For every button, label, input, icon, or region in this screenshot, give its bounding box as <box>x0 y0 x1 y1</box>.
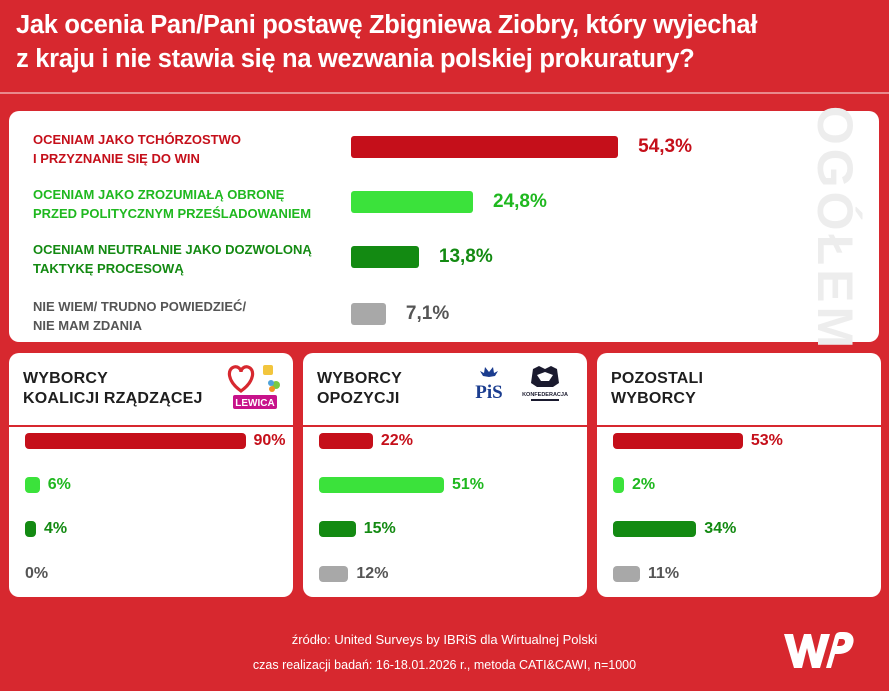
flower-logo-square <box>263 365 273 375</box>
overall-bar-value: 13,8% <box>438 246 493 267</box>
wp-logo-text: WP <box>780 628 782 629</box>
overall-bar <box>351 246 419 268</box>
konfederacja-logo-text: KONFEDERACJA <box>522 392 568 398</box>
overall-bar <box>351 136 619 158</box>
overall-bar-value: 7,1% <box>405 303 450 324</box>
group-bar-value: 6% <box>47 476 71 493</box>
pis-eagle-logo <box>480 367 498 377</box>
survey-question-title: Jak ocenia Pan/Pani postawę Zbigniewa Zi… <box>16 11 758 73</box>
pis-logo-text: PiS <box>475 382 502 403</box>
opposition-parties-logo: PiS KONFEDERACJA <box>467 363 579 414</box>
opposition-title: WYBORCY OPOZYCJI <box>317 370 402 407</box>
group-bar <box>613 521 697 537</box>
overall-category-label: OCENIAM JAKO ZROZUMIAŁĄ OBRONĘ PRZED POL… <box>33 187 312 221</box>
group-bar-value: 4% <box>44 520 68 537</box>
overall-bar <box>351 191 474 213</box>
group-bar <box>613 566 640 582</box>
group-bar-value: 53% <box>750 432 783 449</box>
coalition-parties-logo: LEWICA <box>223 359 287 420</box>
overall-category-label: OCENIAM NEUTRALNIE JAKO DOZWOLONĄ TAKTYK… <box>33 242 312 276</box>
overall-side-label-text: OGÓŁEM <box>807 105 863 353</box>
overall-category-label: OCENIAM JAKO TCHÓRZOSTWO I PRZYZNANIE SI… <box>33 132 241 166</box>
overall-side-label: OGÓŁEM <box>805 106 865 352</box>
ruling-coalition-divider <box>9 425 293 427</box>
group-bar-value: 12% <box>356 565 389 582</box>
group-bar-value: 34% <box>704 520 737 537</box>
title-divider <box>0 92 889 94</box>
group-bar <box>613 477 624 493</box>
methodology-note: czas realizacji badań: 16-18.01.2026 r.,… <box>252 658 637 672</box>
opposition-card: WYBORCY OPOZYCJI PiS KONFEDERACJA 22% 51%… <box>303 353 587 597</box>
overall-results-card: OGÓŁEM OCENIAM JAKO TCHÓRZOSTWO I PRZYZN… <box>9 106 879 352</box>
group-bar-value: 2% <box>632 476 656 493</box>
group-bar-value: 15% <box>363 520 396 537</box>
group-bar-value: 0% <box>25 565 49 582</box>
source-note: źródło: United Surveys by IBRiS dla Wirt… <box>291 632 598 647</box>
group-bar <box>319 433 373 449</box>
opposition-divider <box>303 425 587 427</box>
group-bar-value: 51% <box>451 476 484 493</box>
overall-category-label: NIE WIEM/ TRUDNO POWIEDZIEĆ/ NIE MAM ZDA… <box>33 299 247 333</box>
lewica-logo-text: LEWICA <box>235 398 274 409</box>
group-bar <box>25 433 246 449</box>
other-voters-card: POZOSTALI WYBORCY 53% 2% 34% 11% <box>597 353 881 597</box>
group-bar <box>319 477 444 493</box>
lewica-logo <box>233 395 277 409</box>
group-bar <box>25 521 36 537</box>
ruling-coalition-card: WYBORCY KOALICJI RZĄDZĄCEJ LEWICA 90% 6% 4… <box>9 353 293 597</box>
group-bar <box>613 433 743 449</box>
other-voters-divider <box>597 425 881 427</box>
overall-bar-value: 54,3% <box>638 136 693 157</box>
group-bar <box>319 566 349 582</box>
group-bar <box>25 477 40 493</box>
wp-logo: WP <box>780 628 856 677</box>
ruling-coalition-title: WYBORCY KOALICJI RZĄDZĄCEJ <box>23 370 203 407</box>
group-bar <box>319 521 356 537</box>
group-bar-value: 90% <box>253 432 286 449</box>
group-bar-value: 22% <box>380 432 413 449</box>
other-voters-title: POZOSTALI WYBORCY <box>611 370 704 407</box>
overall-bar-value: 24,8% <box>493 191 547 212</box>
group-bar-value: 11% <box>647 565 680 582</box>
overall-bar <box>351 303 386 325</box>
heart-logo <box>227 365 255 393</box>
